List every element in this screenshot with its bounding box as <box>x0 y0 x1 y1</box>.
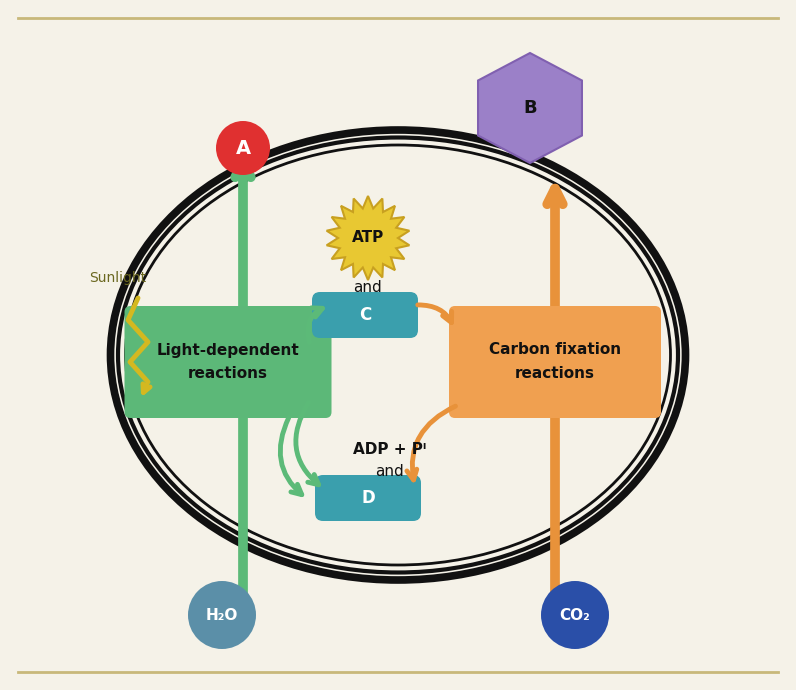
Text: ADP + Pᴵ: ADP + Pᴵ <box>353 442 427 457</box>
FancyBboxPatch shape <box>449 306 661 418</box>
Text: A: A <box>236 139 251 157</box>
FancyBboxPatch shape <box>124 306 331 418</box>
FancyArrowPatch shape <box>418 305 451 322</box>
Circle shape <box>188 581 256 649</box>
Text: reactions: reactions <box>188 366 268 382</box>
FancyBboxPatch shape <box>312 292 418 338</box>
Text: and: and <box>353 281 382 295</box>
Circle shape <box>216 121 270 175</box>
FancyArrowPatch shape <box>280 417 302 495</box>
Polygon shape <box>326 196 409 280</box>
Text: C: C <box>359 306 371 324</box>
Text: and: and <box>376 464 404 480</box>
Text: Carbon fixation: Carbon fixation <box>489 342 621 357</box>
Polygon shape <box>478 53 582 163</box>
Circle shape <box>541 581 609 649</box>
Text: H₂O: H₂O <box>206 607 238 622</box>
Text: reactions: reactions <box>515 366 595 382</box>
FancyArrowPatch shape <box>308 308 322 342</box>
Text: CO₂: CO₂ <box>560 607 591 622</box>
Text: Sunlight: Sunlight <box>89 271 146 285</box>
Text: Light-dependent: Light-dependent <box>157 342 299 357</box>
FancyArrowPatch shape <box>407 406 455 480</box>
Text: B: B <box>523 99 537 117</box>
Text: D: D <box>361 489 375 507</box>
FancyArrowPatch shape <box>296 402 318 485</box>
Text: ATP: ATP <box>352 230 384 246</box>
FancyBboxPatch shape <box>315 475 421 521</box>
